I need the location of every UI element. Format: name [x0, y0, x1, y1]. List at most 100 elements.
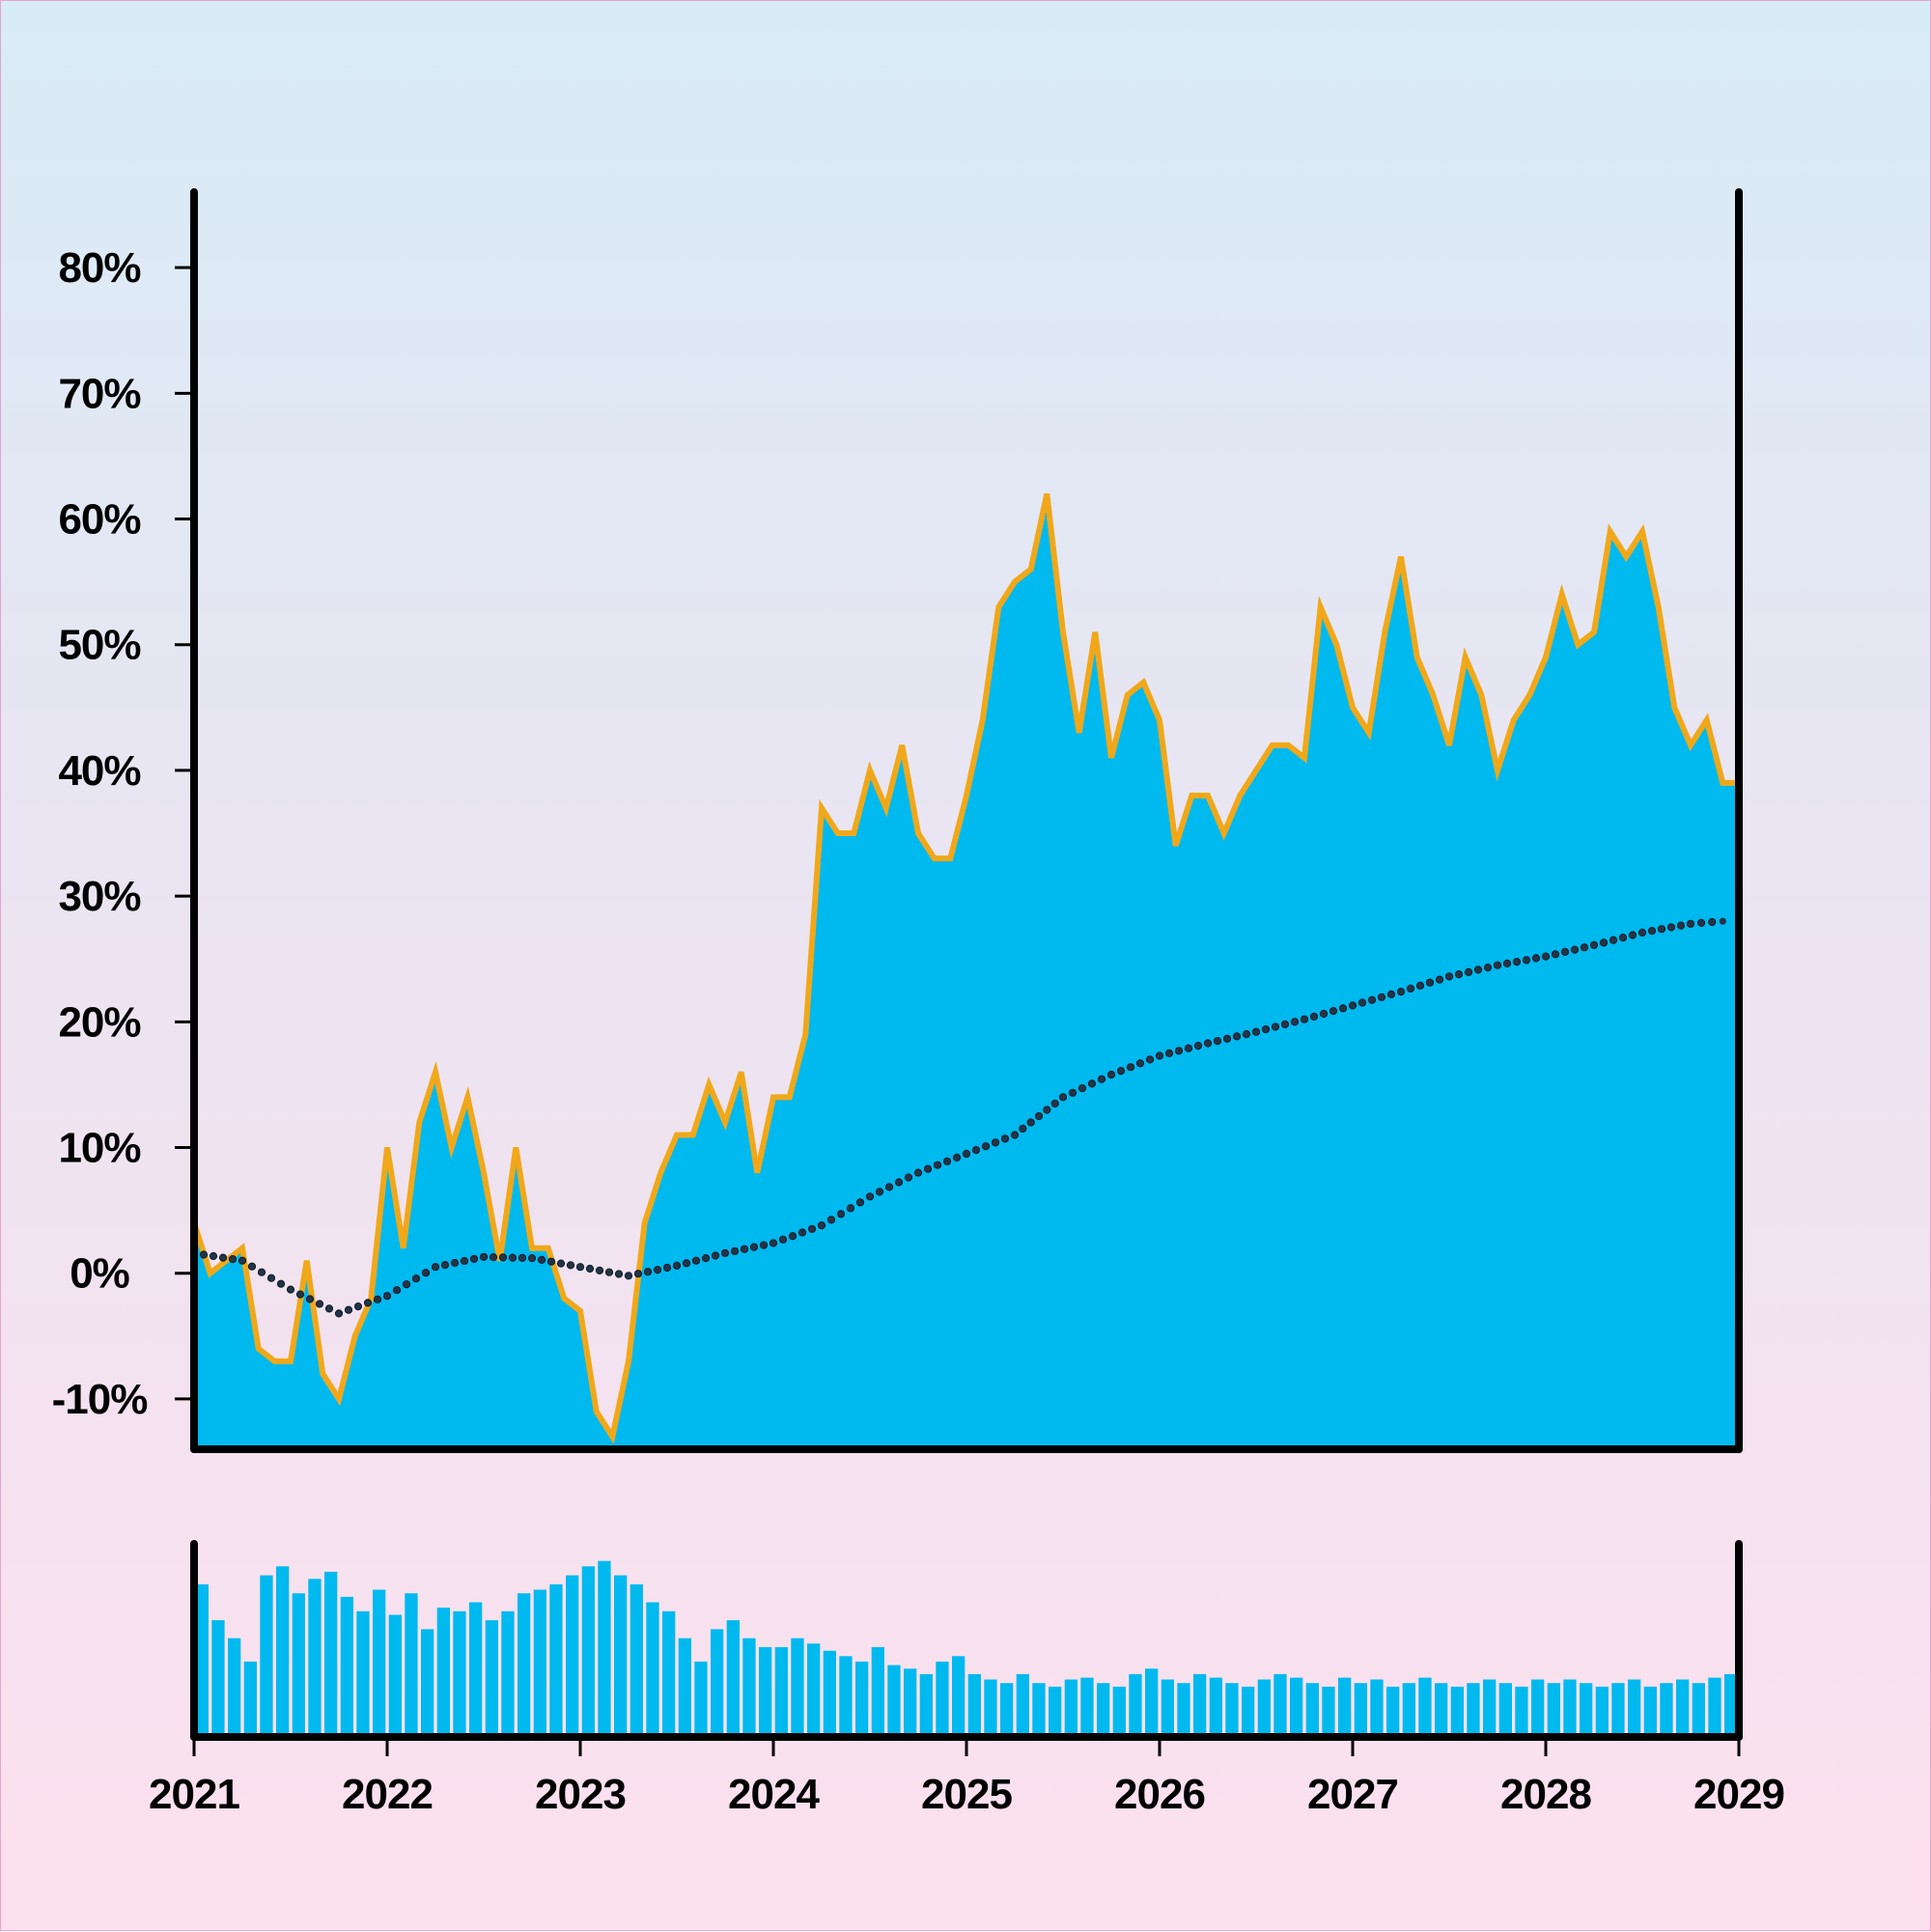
trend-dot: [807, 1224, 817, 1234]
area-point: [354, 1335, 356, 1337]
y-tick-label: -10%: [52, 1376, 148, 1423]
trend-dot: [1444, 972, 1454, 981]
x-tick-label: 2024: [728, 1771, 820, 1818]
volume-bar: [1531, 1679, 1545, 1737]
volume-bar: [1016, 1673, 1029, 1737]
volume-bar: [871, 1647, 884, 1737]
trend-dot: [817, 1221, 826, 1230]
volume-bar: [759, 1647, 772, 1737]
area-point: [1480, 694, 1482, 696]
volume-bar: [694, 1661, 708, 1737]
volume-bar: [1049, 1686, 1062, 1737]
trend-dot: [1010, 1131, 1020, 1139]
area-point: [1416, 657, 1418, 658]
area-point: [1320, 606, 1322, 608]
trend-dot: [363, 1299, 373, 1307]
volume-bar: [1547, 1683, 1560, 1737]
trend-dot: [1618, 934, 1628, 942]
trend-dot: [788, 1232, 798, 1241]
area-point: [563, 1298, 565, 1300]
volume-bar: [533, 1589, 546, 1737]
volume-bar: [1145, 1668, 1159, 1737]
volume-bar: [1177, 1683, 1190, 1737]
area-point: [1706, 719, 1708, 721]
area-point: [756, 1172, 758, 1174]
trend-dot: [662, 1263, 672, 1273]
trend-dot: [1657, 925, 1666, 934]
trend-dot: [836, 1210, 846, 1218]
volume-bar: [1257, 1679, 1271, 1737]
area-point: [1658, 606, 1660, 608]
area-point: [708, 1083, 710, 1085]
trend-dot: [1589, 940, 1599, 950]
trend-dot: [1251, 1027, 1261, 1036]
trend-dot: [759, 1241, 769, 1249]
volume-bar: [1628, 1679, 1641, 1737]
volume-bar: [1338, 1677, 1352, 1737]
trend-dot: [1708, 917, 1717, 927]
area-point: [1335, 644, 1337, 646]
y-tick-label: 40%: [58, 747, 140, 795]
y-tick-labels: -10% 0% 10% 20% 30% 40% 50% 60% 70% 80%: [52, 244, 149, 1423]
trend-dot: [469, 1254, 479, 1264]
area-point: [1127, 694, 1129, 696]
volume-bar: [1322, 1686, 1335, 1737]
volume-bar: [678, 1638, 691, 1737]
trend-dot: [1026, 1118, 1035, 1127]
volume-bar: [742, 1638, 756, 1737]
area-point: [466, 1096, 468, 1098]
trend-dot: [498, 1253, 508, 1262]
area-point: [403, 1247, 405, 1249]
volume-bar: [1129, 1673, 1142, 1737]
trend-dot: [1145, 1055, 1155, 1064]
area-point: [1609, 531, 1611, 532]
volume-bar: [549, 1583, 563, 1737]
trend-dot: [769, 1239, 778, 1247]
trend-dot: [1676, 921, 1686, 930]
trend-dot: [1058, 1093, 1068, 1102]
volume-bar: [1580, 1683, 1593, 1737]
trend-dot: [402, 1280, 411, 1289]
trend-dot: [1213, 1037, 1222, 1046]
trend-dot: [431, 1263, 440, 1272]
trend-dot: [1155, 1051, 1164, 1060]
trend-dot: [875, 1188, 884, 1196]
area-point: [1545, 657, 1547, 658]
area-point: [804, 1033, 806, 1035]
y-tick-label: 70%: [58, 370, 140, 417]
trend-dot: [247, 1262, 257, 1271]
area-fill: [194, 493, 1739, 1449]
volume-bar: [598, 1560, 611, 1737]
volume-bar: [984, 1679, 997, 1737]
trend-dot: [209, 1251, 218, 1261]
volume-bar: [581, 1566, 595, 1737]
trend-dot: [257, 1268, 266, 1276]
area-point: [1432, 694, 1434, 696]
volume-bar: [726, 1620, 740, 1737]
x-tick-label: 2027: [1307, 1771, 1398, 1818]
trend-dot: [624, 1272, 633, 1280]
trend-dot: [1425, 978, 1435, 987]
volume-bar: [243, 1661, 257, 1737]
volume-bar: [1273, 1673, 1287, 1737]
volume-bar: [566, 1575, 579, 1737]
axes-layer: [175, 188, 1743, 1756]
area-point: [837, 832, 839, 834]
trend-dot: [1473, 966, 1483, 974]
volume-bar: [324, 1571, 338, 1737]
volume-bar: [1595, 1686, 1609, 1737]
trend-dot: [527, 1254, 537, 1263]
trend-dot: [798, 1228, 807, 1237]
trend-dot: [1377, 993, 1386, 1001]
volume-bar: [1064, 1679, 1077, 1737]
volume-bar: [823, 1650, 836, 1737]
area-point: [934, 857, 936, 859]
trend-dot: [546, 1257, 556, 1266]
volume-bar: [1724, 1673, 1738, 1737]
area-point: [515, 1147, 517, 1148]
area-point: [772, 1096, 774, 1098]
trend-dot: [1348, 1001, 1357, 1010]
trend-dot: [1697, 918, 1706, 928]
trend-dot: [740, 1245, 749, 1253]
